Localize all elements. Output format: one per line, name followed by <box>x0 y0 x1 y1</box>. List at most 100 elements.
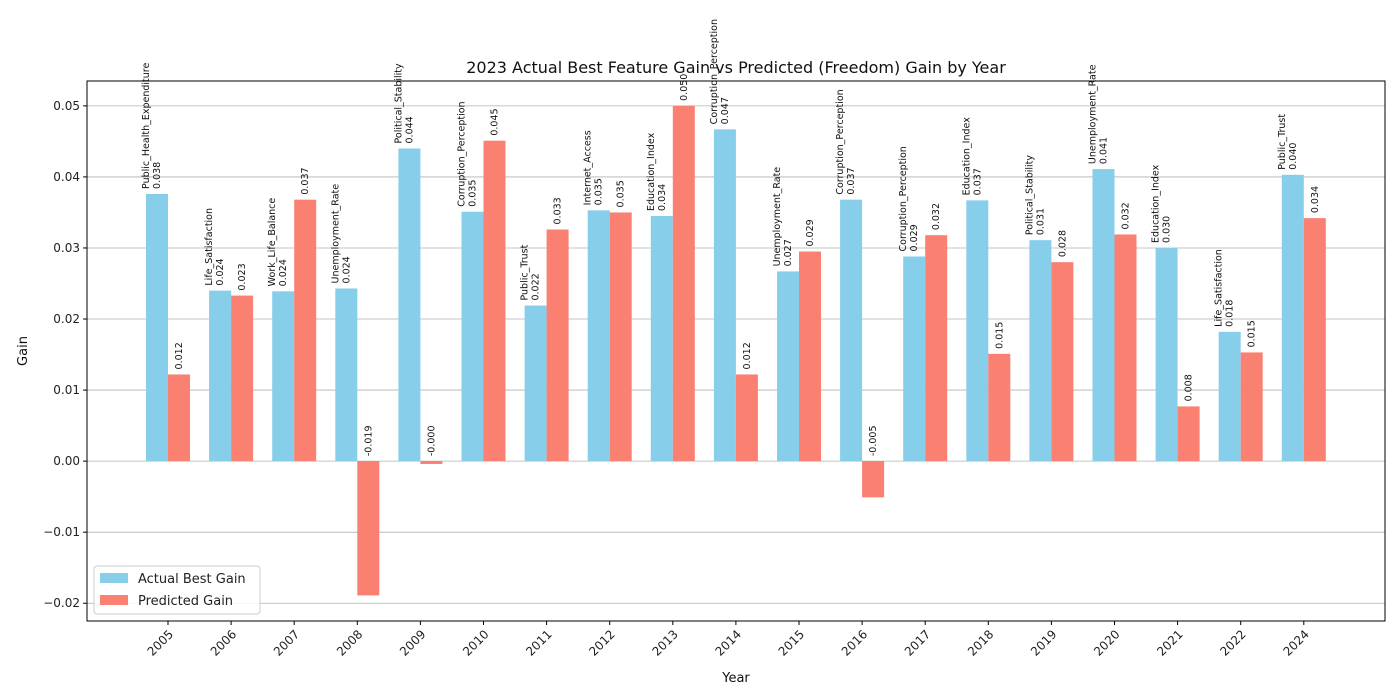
x-tick-label: 2021 <box>1154 627 1185 658</box>
bar-predicted <box>231 295 254 462</box>
feature-label: Corruption_Perception <box>709 19 720 124</box>
value-label-actual: 0.044 <box>404 116 415 143</box>
value-label-predicted: 0.012 <box>174 342 185 369</box>
value-label-predicted: -0.019 <box>363 426 374 457</box>
bar-predicted <box>609 212 632 462</box>
y-axis: −0.02 −0.01 0.00 0.01 0.02 0.03 0.04 0.05 <box>43 99 87 610</box>
y-tick-label: 0.04 <box>53 170 80 184</box>
value-label-actual: 0.031 <box>1035 208 1046 235</box>
bar-predicted <box>1114 234 1137 462</box>
x-tick-label: 2005 <box>145 627 176 658</box>
bar-predicted <box>420 461 443 464</box>
value-label-actual: 0.024 <box>215 258 226 285</box>
y-tick-label: 0.00 <box>53 454 80 468</box>
bar-predicted <box>735 374 758 462</box>
x-tick-label: 2024 <box>1280 627 1311 658</box>
x-tick-label: 2015 <box>776 627 807 658</box>
bars <box>146 105 1326 596</box>
legend-swatch-predicted <box>100 595 128 605</box>
feature-label: Political_Stability <box>393 63 404 144</box>
bar-actual <box>966 200 989 462</box>
value-label-predicted: 0.015 <box>994 322 1005 349</box>
value-label-predicted: 0.012 <box>742 342 753 369</box>
bar-predicted <box>672 105 695 462</box>
value-label-predicted: 0.023 <box>237 263 248 290</box>
value-label-predicted: -0.005 <box>868 426 879 457</box>
bar-actual <box>840 199 863 462</box>
x-tick-label: 2013 <box>649 627 680 658</box>
bar-actual <box>209 290 232 462</box>
legend-label-predicted: Predicted Gain <box>138 594 233 609</box>
bar-actual <box>1092 169 1115 462</box>
value-label-actual: 0.047 <box>720 97 731 124</box>
feature-label: Education_Index <box>961 117 972 196</box>
value-label-predicted: 0.045 <box>490 108 501 135</box>
x-tick-label: 2014 <box>713 627 744 658</box>
value-label-predicted: 0.037 <box>300 167 311 194</box>
value-label-predicted: 0.015 <box>1247 320 1258 347</box>
x-tick-label: 2022 <box>1217 627 1248 658</box>
bar-predicted <box>168 374 190 462</box>
value-label-actual: 0.041 <box>1099 137 1110 164</box>
bar-actual <box>713 129 736 462</box>
bar-predicted <box>862 461 885 498</box>
x-tick-label: 2012 <box>586 627 617 658</box>
value-label-actual: 0.030 <box>1162 216 1173 243</box>
value-label-actual: 0.024 <box>341 256 352 283</box>
bar-predicted <box>988 353 1011 462</box>
value-label-predicted: 0.008 <box>1184 374 1195 401</box>
x-axis-title: Year <box>721 671 750 686</box>
value-label-predicted: 0.035 <box>616 180 627 207</box>
feature-label: Corruption_Perception <box>898 146 909 251</box>
value-label-actual: 0.034 <box>657 184 668 211</box>
bar-predicted <box>925 235 948 462</box>
value-label-predicted: 0.032 <box>931 203 942 230</box>
feature-label: Unemployment_Rate <box>1088 64 1099 164</box>
x-tick-label: 2008 <box>334 627 365 658</box>
feature-label: Internet_Access <box>583 130 594 205</box>
y-tick-label: 0.02 <box>53 312 80 326</box>
value-label-predicted: 0.050 <box>679 74 690 101</box>
value-label-actual: 0.029 <box>909 224 920 251</box>
y-axis-title: Gain <box>16 336 31 366</box>
legend: Actual Best Gain Predicted Gain <box>93 565 261 615</box>
bar-actual <box>1029 240 1052 462</box>
bar-predicted <box>546 229 569 462</box>
feature-label: Work_Life_Balance <box>267 198 278 287</box>
feature-label: Public_Health_Expenditure <box>141 63 152 189</box>
legend-label-actual: Actual Best Gain <box>138 572 246 587</box>
bar-actual <box>777 271 799 462</box>
y-tick-label: 0.03 <box>53 241 80 255</box>
x-tick-label: 2016 <box>839 627 870 658</box>
bar-actual <box>335 288 358 462</box>
value-label-predicted: 0.033 <box>553 197 564 224</box>
x-tick-label: 2010 <box>460 627 491 658</box>
bar-actual <box>146 193 168 462</box>
value-label-predicted: 0.034 <box>1310 186 1321 213</box>
feature-label: Corruption_Perception <box>457 101 468 206</box>
y-tick-label: −0.02 <box>43 596 80 610</box>
x-tick-label: 2019 <box>1028 627 1059 658</box>
value-label-actual: 0.037 <box>972 168 983 195</box>
chart-title: 2023 Actual Best Feature Gain vs Predict… <box>466 58 1006 77</box>
x-tick-label: 2006 <box>208 627 239 658</box>
x-tick-label: 2007 <box>271 627 302 658</box>
bar-predicted <box>483 140 506 462</box>
feature-label: Life_Satisfaction <box>204 208 215 286</box>
bar-actual <box>398 148 421 462</box>
value-label-actual: 0.037 <box>846 167 857 194</box>
bar-predicted <box>1240 352 1263 462</box>
value-label-actual: 0.038 <box>152 162 163 189</box>
x-tick-label: 2011 <box>523 627 554 658</box>
value-label-predicted: -0.000 <box>426 426 437 457</box>
feature-label: Education_Index <box>1151 164 1162 243</box>
feature-label: Unemployment_Rate <box>330 184 341 284</box>
bar-actual <box>650 216 673 462</box>
x-tick-label: 2017 <box>902 627 933 658</box>
bar-predicted <box>357 461 380 596</box>
feature-label: Unemployment_Rate <box>772 167 783 267</box>
value-label-actual: 0.018 <box>1225 300 1236 327</box>
value-label-actual: 0.024 <box>278 259 289 286</box>
